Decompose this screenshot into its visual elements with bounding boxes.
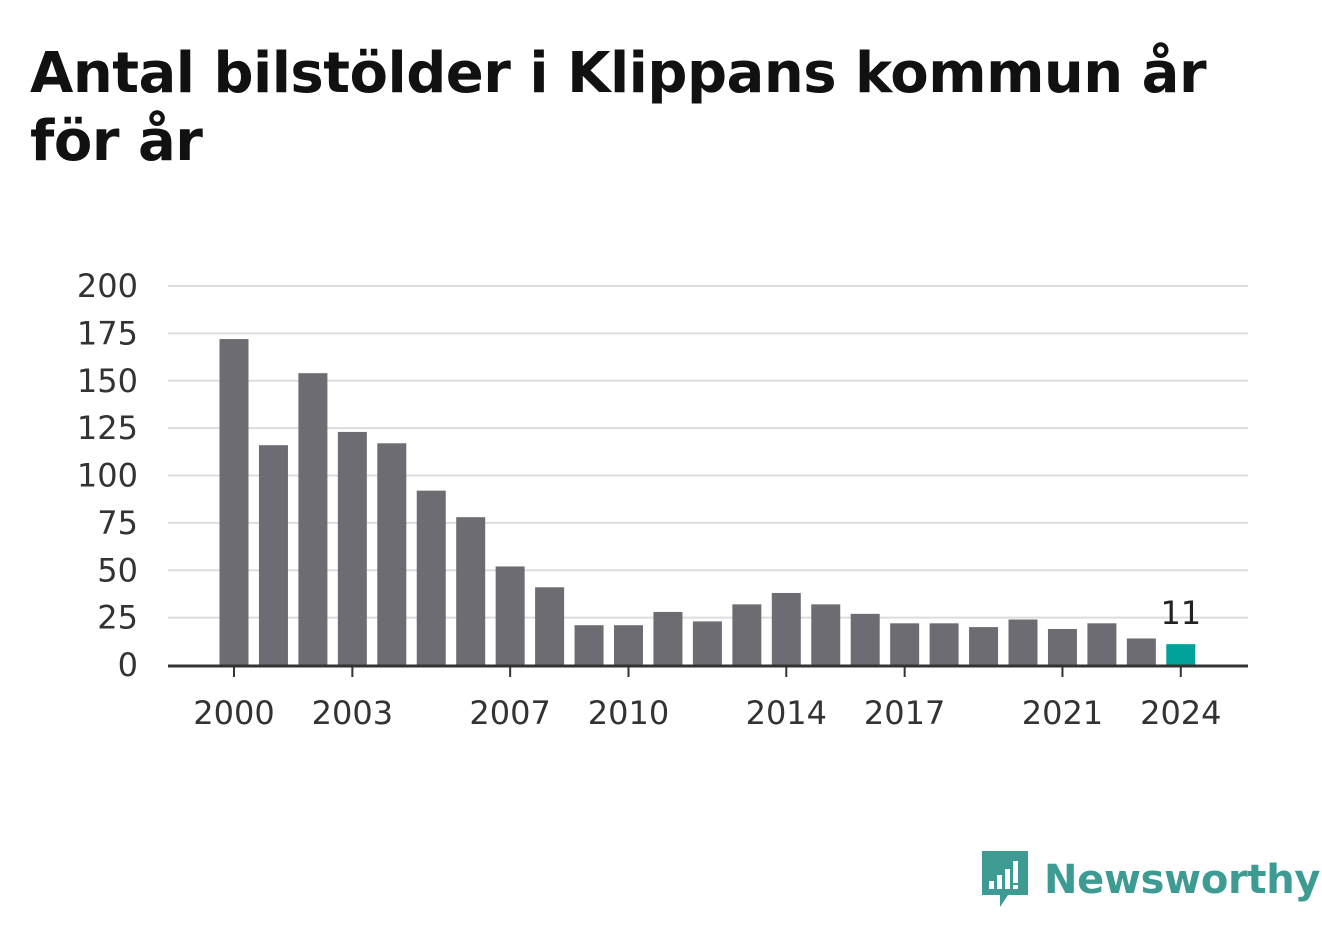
bar <box>298 373 328 665</box>
x-tick-label: 2010 <box>588 694 669 732</box>
bar <box>692 621 722 665</box>
y-tick-label: 150 <box>77 362 138 400</box>
data-label-2024: 11 <box>1160 594 1201 632</box>
y-tick-label: 125 <box>77 409 138 447</box>
y-tick-label: 50 <box>97 551 138 589</box>
y-tick-label: 200 <box>77 267 138 305</box>
bar <box>495 566 525 665</box>
bar <box>574 625 604 665</box>
x-tick-label: 2021 <box>1022 694 1103 732</box>
bars <box>219 339 1196 665</box>
bar <box>811 604 841 665</box>
y-tick-label: 0 <box>118 646 138 684</box>
bar <box>416 490 446 665</box>
bar <box>258 445 288 665</box>
data-labels: 11 <box>1160 594 1201 632</box>
gridlines <box>168 285 1248 619</box>
brand-name: Newsworthy <box>1044 857 1321 903</box>
bar <box>929 623 959 665</box>
bar-highlight <box>1166 644 1196 665</box>
x-tick-label: 2003 <box>312 694 393 732</box>
bar <box>535 587 565 665</box>
x-tick-label: 2024 <box>1140 694 1221 732</box>
bar <box>771 592 801 665</box>
bar <box>1008 619 1038 665</box>
bar <box>377 443 407 665</box>
chart-speech-bubble-icon <box>982 851 1028 907</box>
bar <box>456 517 486 665</box>
y-tick-label: 100 <box>77 457 138 495</box>
bar <box>1047 628 1077 665</box>
bar <box>653 611 683 665</box>
bar <box>614 625 643 665</box>
bar <box>850 613 880 665</box>
y-tick-label: 175 <box>77 314 138 352</box>
bar <box>1126 638 1156 665</box>
bar <box>1087 623 1117 665</box>
x-tick-label: 2000 <box>193 694 274 732</box>
y-tick-label: 75 <box>97 504 138 542</box>
x-tick-label: 2014 <box>746 694 827 732</box>
bar <box>732 604 762 665</box>
y-tick-label: 25 <box>97 599 138 637</box>
chart-title: Antal bilstölder i Klippans kommun år fö… <box>30 41 1207 174</box>
bar <box>337 431 367 665</box>
newsworthy-logo: Newsworthy <box>980 848 1321 912</box>
x-tick-label: 2017 <box>864 694 945 732</box>
bar <box>969 627 999 665</box>
x-tick-label: 2007 <box>469 694 550 732</box>
bar <box>219 339 249 665</box>
x-axis-ticks: 2000 2003 2007 2010 2014 2017 2021 2024 <box>193 666 1222 732</box>
bar <box>890 623 920 665</box>
y-axis-tick-labels: 0 25 50 75 100 125 150 175 200 <box>77 267 138 684</box>
